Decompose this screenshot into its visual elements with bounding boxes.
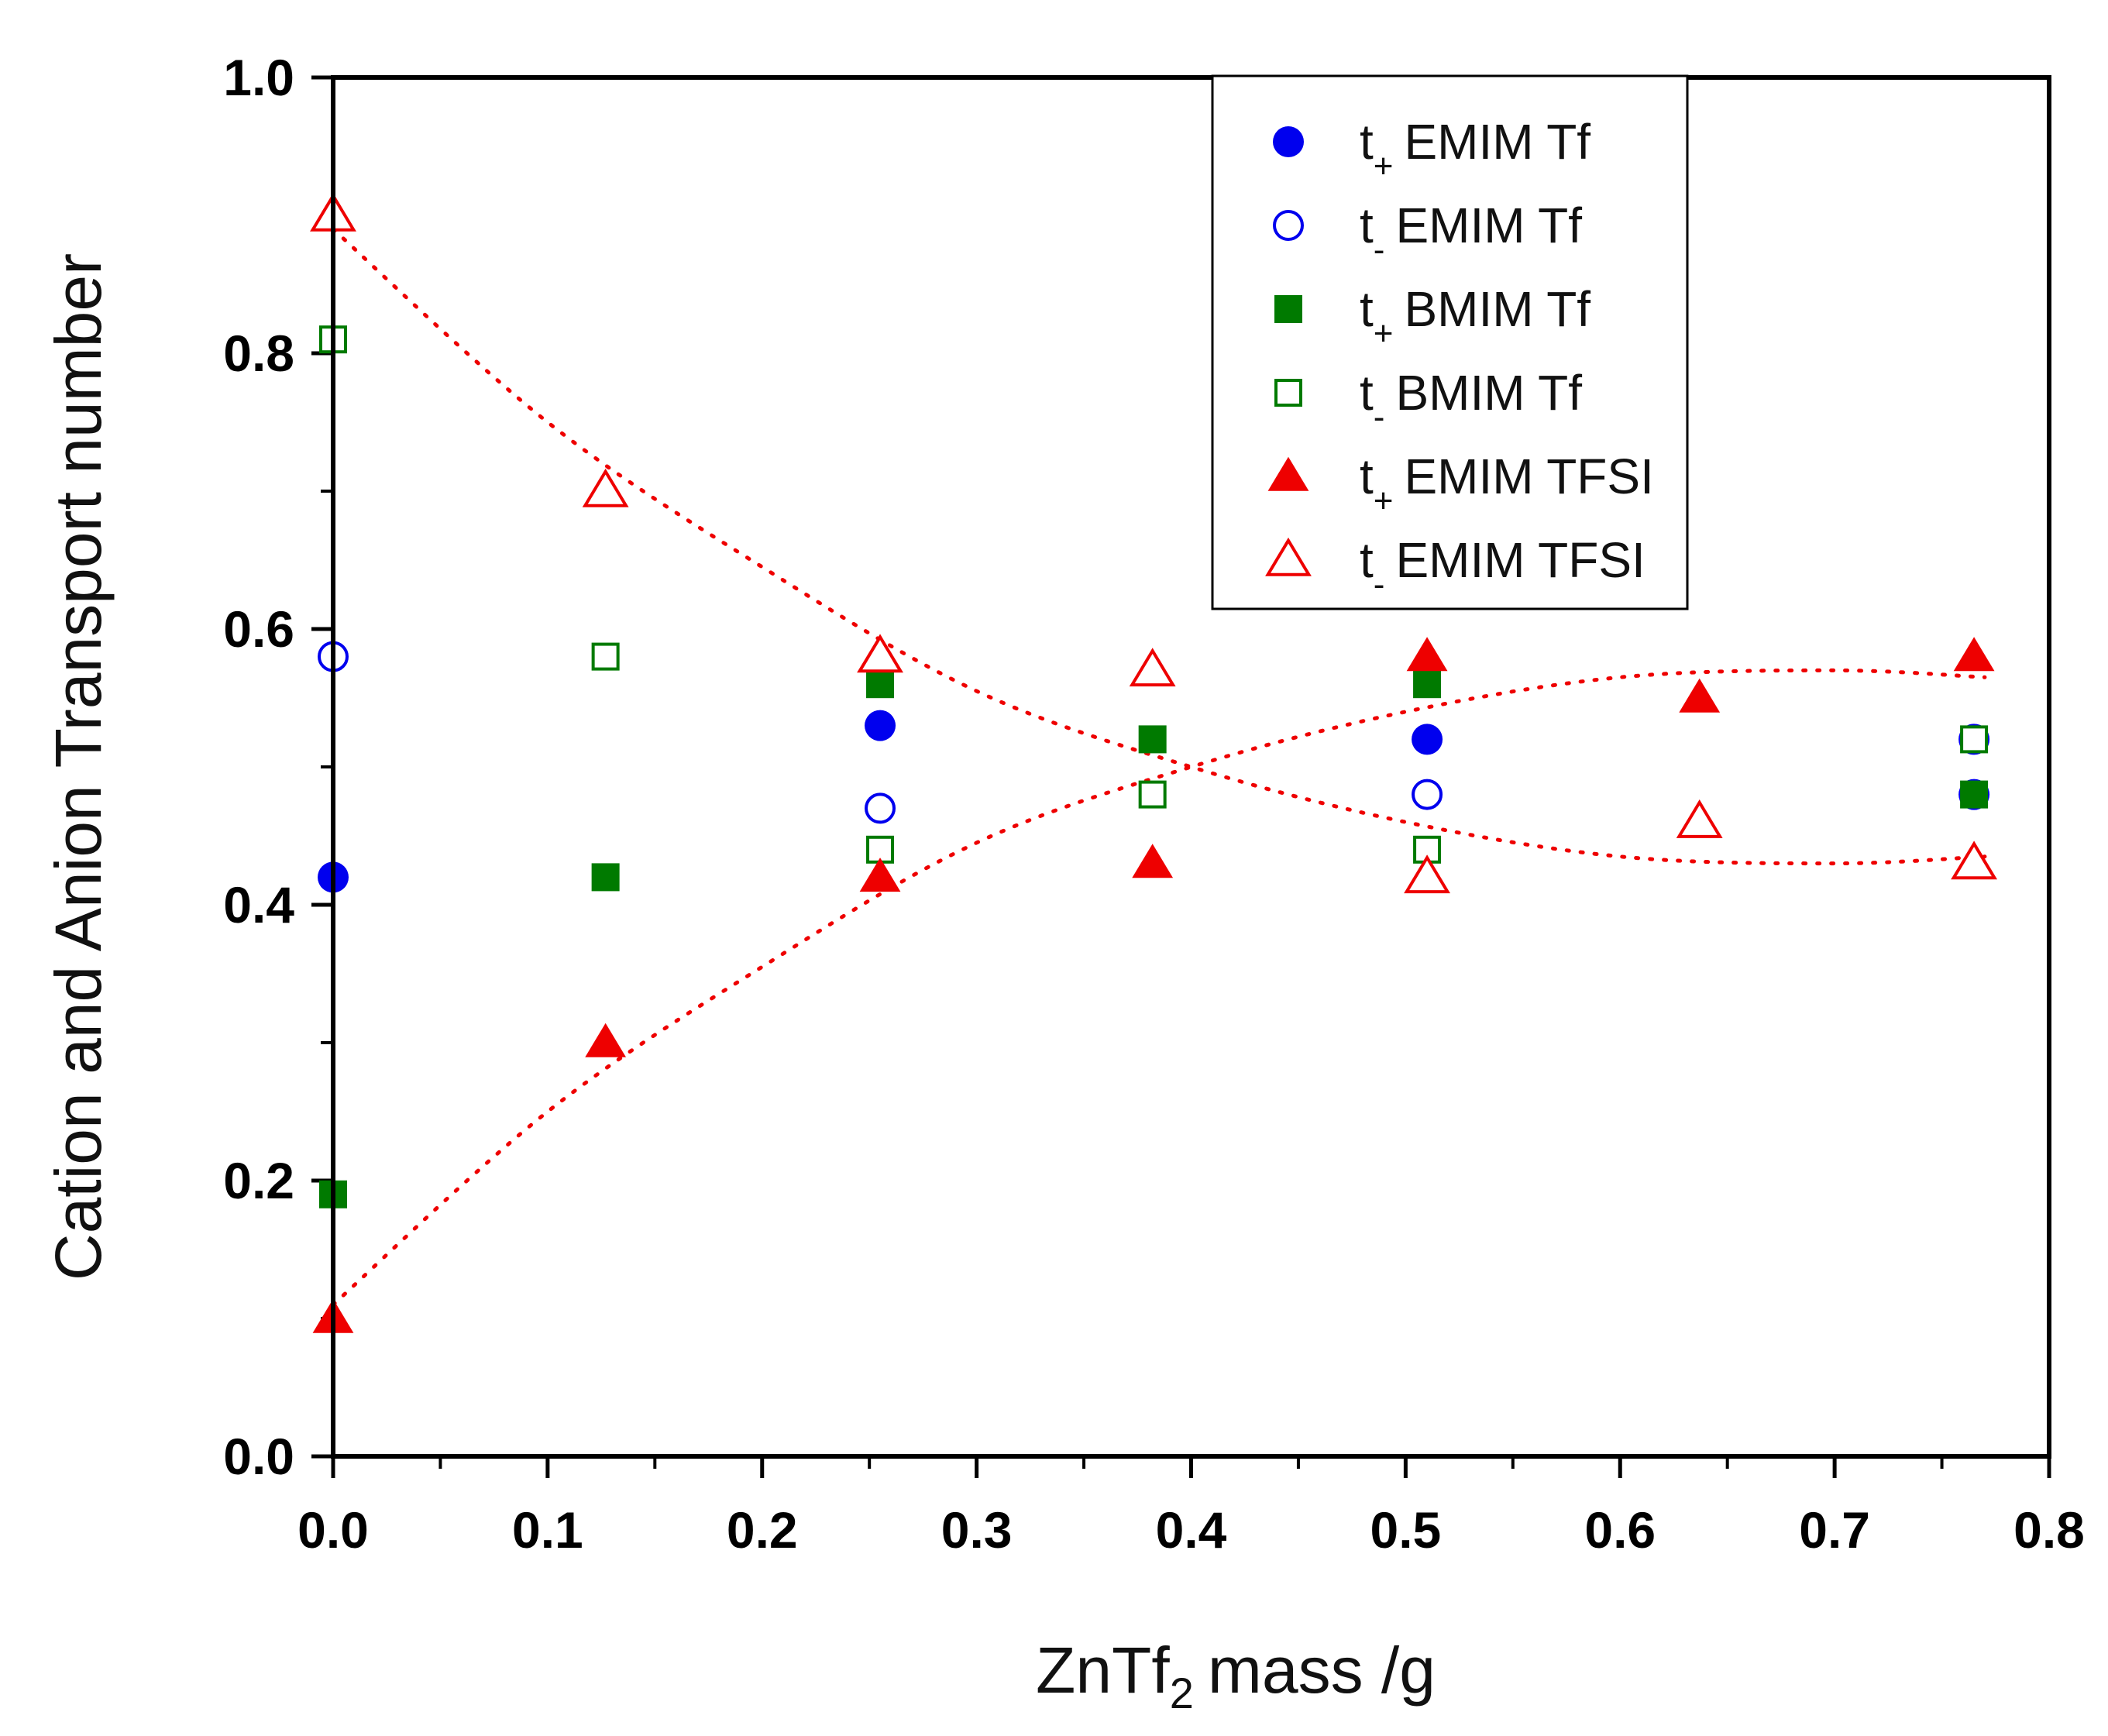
legend-label-name: EMIM Tf — [1404, 114, 1590, 170]
legend-label-name: BMIM Tf — [1404, 281, 1590, 337]
legend: t+ EMIM Tft- EMIM Tft+ BMIM Tft- BMIM Tft+ EM… — [1211, 74, 1689, 610]
legend-marker-5 — [1267, 456, 1309, 491]
x-tick-label: 0.6 — [1584, 1501, 1656, 1559]
data-point-series-4 — [591, 642, 620, 671]
legend-marker-4 — [1274, 379, 1302, 407]
legend-label-5: t+ EMIM TFSI — [1360, 449, 1654, 520]
x-tick-label: 0.5 — [1370, 1501, 1442, 1559]
legend-label-6: t- EMIM TFSI — [1360, 532, 1645, 603]
y-tick-label: 0.8 — [223, 325, 294, 382]
data-point-series-5 — [1953, 637, 1995, 672]
data-point-series-6 — [857, 634, 903, 673]
data-point-series-1 — [1412, 724, 1443, 755]
x-tick-label: 0.2 — [727, 1501, 798, 1559]
data-point-series-3 — [1960, 780, 1989, 809]
x-tick-label: 0.8 — [2013, 1501, 2085, 1559]
legend-label-3: t+ BMIM Tf — [1360, 281, 1590, 352]
y-tick-label: 1.0 — [223, 49, 294, 106]
y-tick-label: 0.0 — [223, 1428, 294, 1485]
data-point-series-4 — [1138, 780, 1167, 809]
legend-label-4: t- BMIM Tf — [1360, 365, 1582, 436]
legend-label-subscript: - — [1374, 231, 1385, 269]
legend-label-name: EMIM Tf — [1395, 198, 1582, 253]
data-point-series-4 — [1960, 725, 1989, 754]
data-point-series-5 — [1132, 844, 1174, 878]
data-point-series-5 — [1406, 637, 1448, 672]
legend-label-t: t — [1360, 198, 1374, 253]
y-tick-label: 0.4 — [223, 876, 294, 933]
data-points — [310, 192, 1998, 1333]
legend-label-subscript: + — [1374, 315, 1394, 352]
y-axis-ticks: 0.0 0.2 0.4 0.6 0.8 1.0 — [223, 49, 333, 1485]
data-point-series-3 — [866, 670, 895, 699]
x-axis-title-suffix: mass /g — [1208, 1634, 1436, 1707]
data-point-series-2 — [865, 792, 896, 824]
x-axis-title-subscript: 2 — [1170, 1669, 1194, 1717]
legend-entries: t+ EMIM Tft- EMIM Tft+ BMIM Tft- BMIM Tft+ EM… — [1265, 114, 1654, 603]
legend-marker-3 — [1274, 295, 1302, 323]
data-point-series-3 — [1138, 725, 1167, 754]
y-axis-title: Cation and Anion Transport number — [42, 253, 115, 1281]
data-point-series-6 — [1676, 799, 1723, 838]
legend-label-t: t — [1360, 449, 1374, 504]
legend-label-subscript: + — [1374, 482, 1394, 520]
trend-lines — [331, 227, 1987, 1307]
x-axis-ticks: 0.0 0.1 0.2 0.3 0.4 0.5 0.6 0.7 0.8 — [297, 1456, 2085, 1559]
plot-frame — [331, 75, 2051, 1459]
data-point-series-5 — [1679, 678, 1721, 713]
legend-label-2: t- EMIM Tf — [1360, 198, 1582, 269]
data-point-series-3 — [1413, 670, 1442, 699]
data-point-series-5 — [859, 858, 901, 892]
trend-line — [331, 668, 1987, 1307]
legend-label-subscript: - — [1374, 565, 1385, 603]
data-point-series-3 — [591, 863, 620, 892]
data-point-series-6 — [1951, 840, 1998, 880]
legend-label-t: t — [1360, 365, 1374, 421]
legend-label-t: t — [1360, 532, 1374, 588]
x-axis-title: ZnTf2 mass /g — [1036, 1634, 1436, 1717]
x-tick-label: 0.3 — [941, 1501, 1013, 1559]
x-tick-label: 0.4 — [1156, 1501, 1227, 1559]
legend-label-name: EMIM TFSI — [1404, 449, 1653, 504]
x-tick-label: 0.7 — [1799, 1501, 1870, 1559]
x-axis-title-main: ZnTf — [1036, 1634, 1170, 1707]
data-point-series-2 — [1412, 779, 1443, 810]
legend-box — [1211, 74, 1689, 610]
data-point-series-6 — [582, 468, 629, 507]
y-tick-label: 0.2 — [223, 1152, 294, 1209]
x-tick-label: 0.1 — [512, 1501, 583, 1559]
legend-label-subscript: + — [1374, 147, 1394, 185]
y-tick-label: 0.6 — [223, 600, 294, 658]
data-point-series-5 — [585, 1023, 627, 1057]
legend-label-name: EMIM TFSI — [1395, 532, 1645, 588]
legend-marker-6 — [1265, 537, 1312, 576]
legend-marker-1 — [1273, 126, 1304, 157]
x-tick-label: 0.0 — [297, 1501, 369, 1559]
legend-label-t: t — [1360, 114, 1374, 170]
data-point-series-6 — [1404, 854, 1450, 894]
data-point-series-1 — [865, 710, 896, 741]
legend-label-t: t — [1360, 281, 1374, 337]
legend-label-subscript: - — [1374, 398, 1385, 436]
legend-label-1: t+ EMIM Tf — [1360, 114, 1590, 185]
data-point-series-6 — [1129, 648, 1176, 687]
legend-marker-2 — [1273, 210, 1304, 241]
trend-line — [331, 227, 1987, 866]
legend-label-name: BMIM Tf — [1395, 365, 1582, 421]
